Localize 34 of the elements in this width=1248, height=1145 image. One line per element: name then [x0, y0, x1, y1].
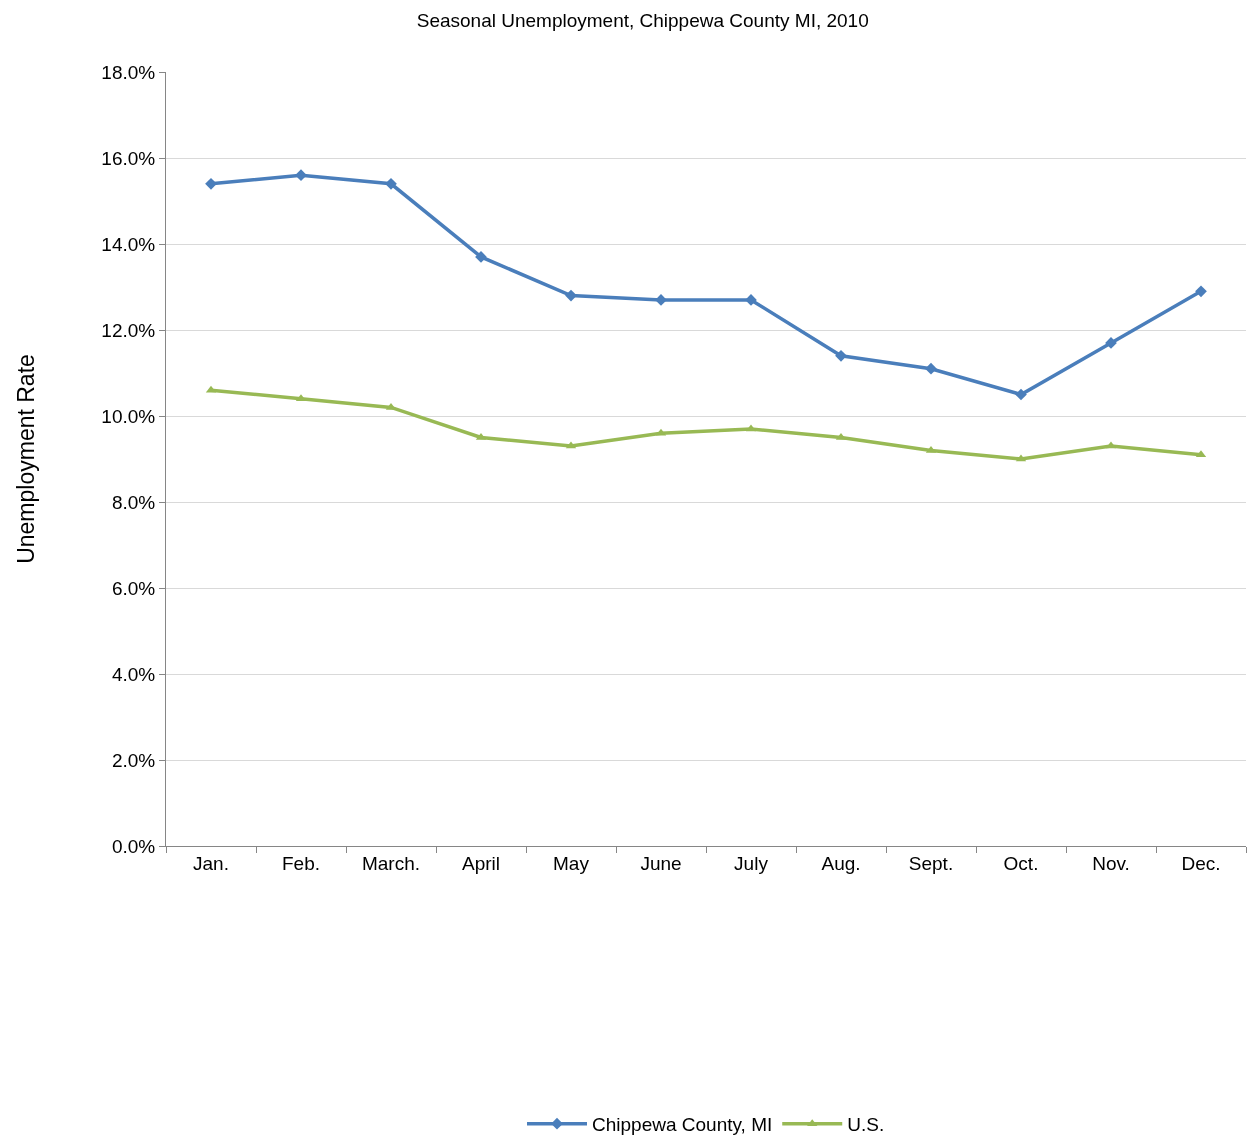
point [295, 169, 307, 182]
x-tick-label: June [640, 852, 682, 874]
x-tick-label: Dec. [1181, 852, 1221, 874]
x-tick-label: Aug. [821, 852, 861, 874]
y-tick-label: 2.0% [111, 749, 156, 771]
point [925, 362, 937, 375]
x-tick-label: Jan. [193, 852, 229, 874]
chart-title: Seasonal Unemployment, Chippewa County MI, 2010 [416, 10, 869, 32]
y-tick-label: 8.0% [111, 491, 156, 513]
legend-label: U.S. [847, 1114, 885, 1136]
point [385, 177, 397, 190]
point [1015, 388, 1027, 401]
y-tick-label: 4.0% [111, 663, 156, 685]
y-tick-label: 14.0% [101, 233, 156, 255]
point [1195, 285, 1207, 298]
y-axis-title: Unemployment Rate [12, 354, 39, 564]
y-tick-label: 10.0% [101, 405, 156, 427]
x-tick-label: Sept. [908, 852, 954, 874]
x-tick-label: July [734, 852, 769, 874]
point [565, 289, 577, 302]
y-tick-label: 18.0% [101, 61, 156, 83]
x-tick-label: Oct. [1003, 852, 1039, 874]
x-tick-label: March. [361, 852, 421, 874]
x-tick-label: May [553, 852, 590, 874]
point [205, 177, 217, 190]
y-tick-label: 6.0% [111, 577, 156, 599]
x-tick-label: Feb. [281, 852, 321, 874]
y-tick-label: 12.0% [101, 319, 156, 341]
legend-label: Chippewa County, MI [592, 1114, 773, 1136]
x-tick-label: April [461, 852, 501, 874]
point [835, 349, 847, 362]
x-tick-label: Nov. [1092, 852, 1130, 874]
y-tick-label: 0.0% [111, 835, 156, 857]
y-tick-label: 16.0% [101, 147, 156, 169]
